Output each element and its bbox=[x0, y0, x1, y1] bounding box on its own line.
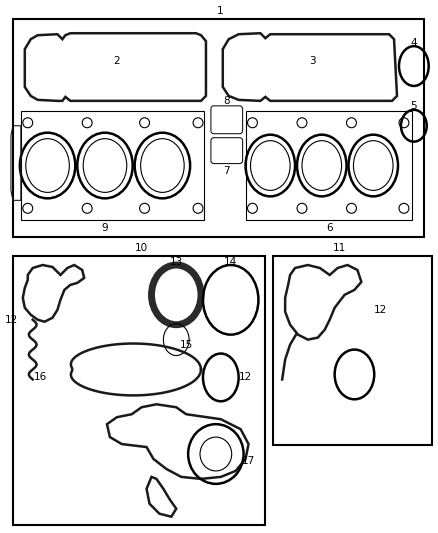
Text: 14: 14 bbox=[224, 257, 237, 267]
Text: 6: 6 bbox=[326, 223, 333, 233]
Text: 8: 8 bbox=[223, 96, 230, 106]
Text: 5: 5 bbox=[410, 101, 417, 111]
Text: 12: 12 bbox=[5, 314, 18, 325]
Text: 11: 11 bbox=[333, 243, 346, 253]
Text: 2: 2 bbox=[113, 56, 120, 66]
Text: 12: 12 bbox=[374, 305, 388, 315]
Text: 13: 13 bbox=[170, 257, 183, 267]
Text: 7: 7 bbox=[223, 166, 230, 175]
Text: 3: 3 bbox=[310, 56, 316, 66]
Text: 4: 4 bbox=[410, 38, 417, 48]
Text: 10: 10 bbox=[135, 243, 148, 253]
Bar bbox=[13, 256, 265, 524]
Text: 16: 16 bbox=[34, 373, 47, 382]
Text: 15: 15 bbox=[180, 340, 193, 350]
Bar bbox=[246, 111, 412, 220]
Bar bbox=[273, 256, 432, 445]
Text: 9: 9 bbox=[102, 223, 108, 233]
Bar bbox=[21, 111, 204, 220]
Bar bbox=[13, 19, 424, 237]
Text: 17: 17 bbox=[242, 456, 255, 466]
Text: 12: 12 bbox=[239, 373, 252, 382]
Text: 1: 1 bbox=[216, 6, 223, 17]
